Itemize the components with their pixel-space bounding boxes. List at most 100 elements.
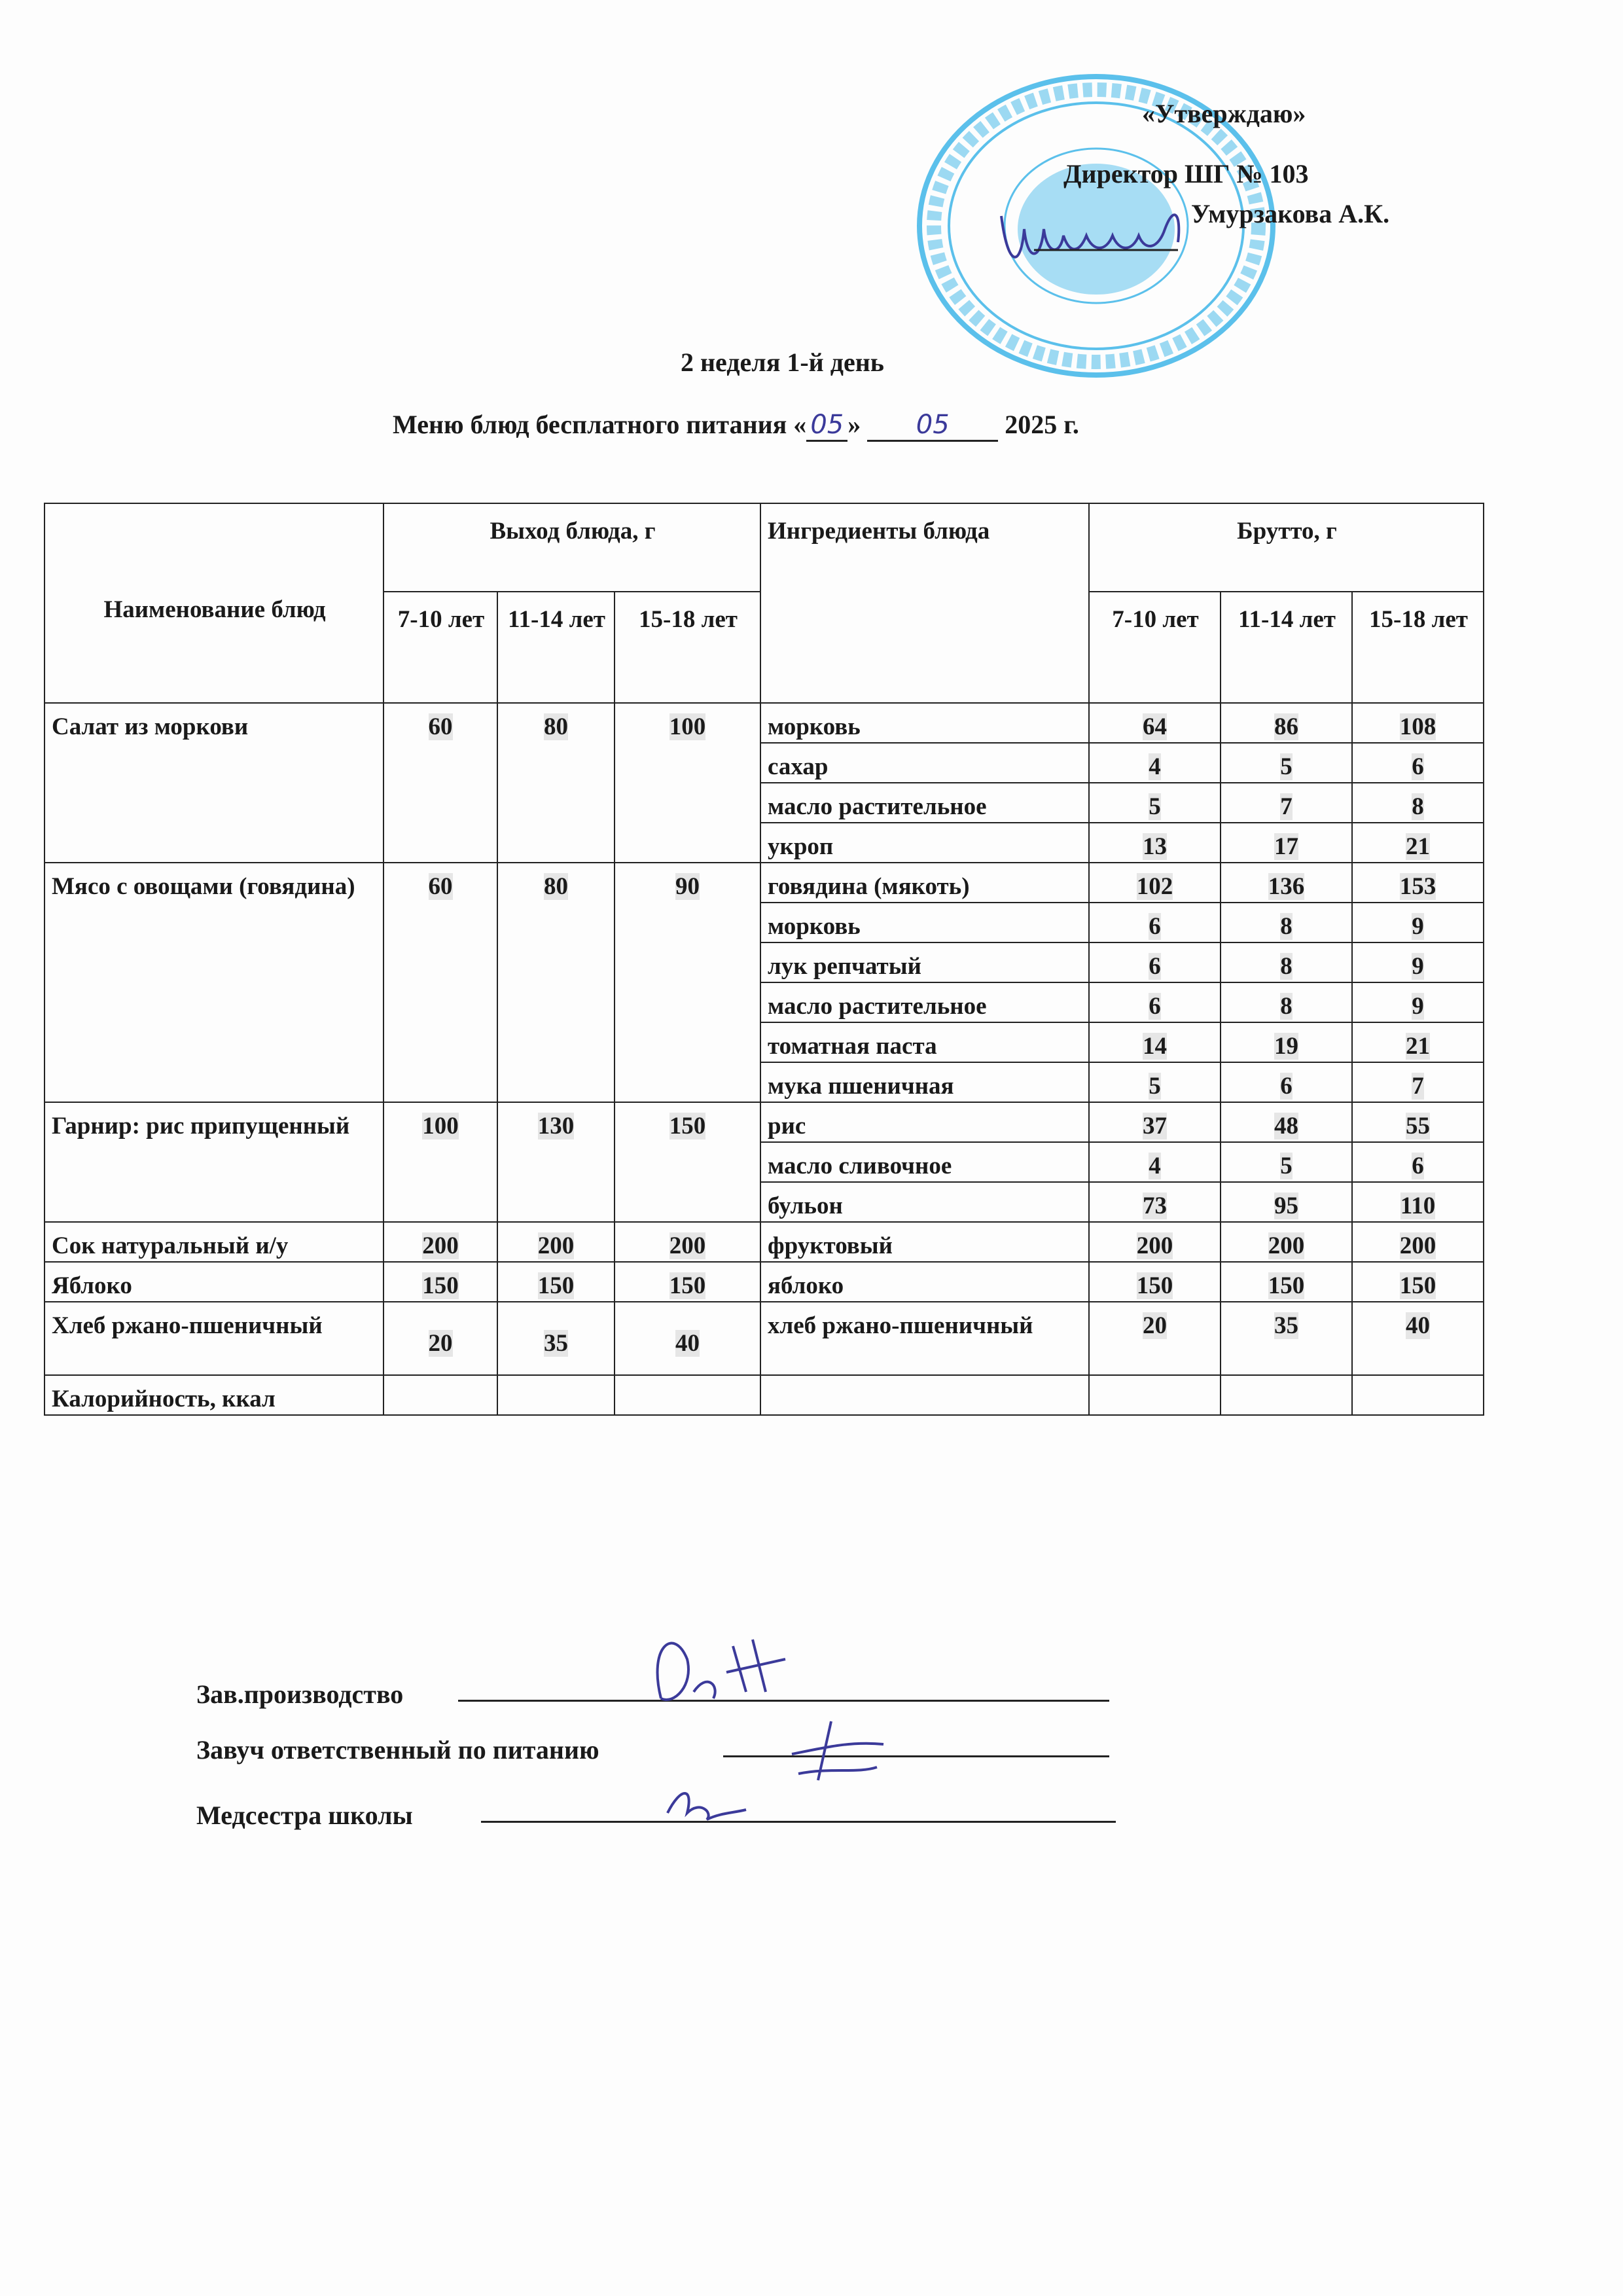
director-name: Умурзакова А.К. <box>1191 199 1390 228</box>
dish-name: Яблоко <box>44 1261 384 1302</box>
ingredient-brutto-value: 95 <box>1274 1193 1298 1219</box>
ingredient-brutto-value: 102 <box>1136 873 1173 900</box>
ingredient-brutto: 136 <box>1220 862 1353 903</box>
menu-day: 05 <box>806 410 848 442</box>
dish-output-value: 150 <box>422 1272 459 1299</box>
ingredient-brutto-value: 14 <box>1143 1033 1167 1060</box>
ingredient-name: морковь <box>760 702 1090 744</box>
ingredient-brutto: 95 <box>1220 1181 1353 1223</box>
ingredient-name: бульон <box>760 1181 1090 1223</box>
ingredient-brutto: 102 <box>1088 862 1221 903</box>
ingredient-brutto-value: 108 <box>1399 713 1436 740</box>
ingredient-brutto-value: 21 <box>1406 1033 1430 1060</box>
header-ingredients: Ингредиенты блюда <box>760 503 1090 704</box>
dish-output: 150 <box>497 1261 615 1302</box>
calories-label: Калорийность, ккал <box>44 1374 384 1416</box>
dish-name: Мясо с овощами (говядина) <box>44 862 384 1103</box>
dish-output-value: 60 <box>428 713 453 740</box>
table-row: масло растительное 6 8 9 <box>45 982 1484 1023</box>
ingredient-brutto-value: 136 <box>1268 873 1305 900</box>
ingredient-name: лук репчатый <box>760 942 1090 983</box>
dish-output: 35 <box>497 1301 615 1376</box>
ingredient-brutto-value: 8 <box>1280 953 1293 980</box>
ingredient-brutto-value: 5 <box>1280 1153 1293 1179</box>
approval-label: «Утверждаю» <box>1142 99 1306 128</box>
ingredient-brutto-value: 9 <box>1412 913 1424 940</box>
dish-output-value: 90 <box>675 873 700 900</box>
ingredient-brutto: 64 <box>1088 702 1221 744</box>
header-output-age-2: 11-14 лет <box>497 591 615 704</box>
ingredient-brutto-value: 19 <box>1274 1033 1298 1060</box>
ingredient-brutto-value: 150 <box>1136 1272 1173 1299</box>
dish-output: 60 <box>383 862 498 1103</box>
ingredient-brutto-value: 73 <box>1143 1193 1167 1219</box>
ingredient-brutto: 19 <box>1220 1022 1353 1063</box>
signature-label: Медсестра школы <box>196 1801 413 1830</box>
ingredient-name: морковь <box>760 902 1090 943</box>
dish-output: 200 <box>383 1221 498 1263</box>
ingredient-brutto: 6 <box>1351 742 1484 783</box>
ingredient-brutto-value: 35 <box>1274 1312 1298 1339</box>
ingredient-brutto: 200 <box>1351 1221 1484 1263</box>
header-brutto: Брутто, г <box>1088 503 1484 592</box>
ingredient-brutto: 6 <box>1220 1062 1353 1103</box>
dish-output-value: 80 <box>544 873 568 900</box>
ingredient-brutto: 8 <box>1351 782 1484 823</box>
ingredient-brutto: 9 <box>1351 942 1484 983</box>
table-row: масло сливочное 4 5 6 <box>45 1141 1484 1183</box>
dish-output-value: 100 <box>422 1113 459 1139</box>
ingredient-brutto: 8 <box>1220 942 1353 983</box>
ingredient-brutto: 55 <box>1351 1102 1484 1143</box>
ingredient-brutto: 150 <box>1220 1261 1353 1302</box>
ingredient-brutto-value: 86 <box>1274 713 1298 740</box>
calories-cell <box>1088 1374 1221 1416</box>
menu-month: 05 <box>867 410 999 442</box>
ingredient-brutto: 6 <box>1088 942 1221 983</box>
ingredient-brutto: 200 <box>1220 1221 1353 1263</box>
dish-output: 20 <box>383 1301 498 1376</box>
ingredient-brutto: 48 <box>1220 1102 1353 1143</box>
ingredient-name: фруктовый <box>760 1221 1090 1263</box>
ingredient-brutto: 200 <box>1088 1221 1221 1263</box>
dish-output-value: 100 <box>669 713 706 740</box>
ingredient-brutto: 7 <box>1351 1062 1484 1103</box>
ingredient-brutto-value: 6 <box>1412 753 1424 780</box>
ingredient-brutto-value: 7 <box>1412 1073 1424 1100</box>
ingredient-brutto: 6 <box>1088 902 1221 943</box>
ingredient-brutto-value: 6 <box>1412 1153 1424 1179</box>
ingredient-brutto: 150 <box>1088 1261 1221 1302</box>
dish-output: 40 <box>614 1301 761 1376</box>
dish-output-value: 150 <box>669 1272 706 1299</box>
handwritten-signature <box>666 1792 747 1821</box>
ingredient-brutto: 8 <box>1220 902 1353 943</box>
table-row: Мясо с овощами (говядина) 60 80 90 говядина … <box>44 862 1484 1103</box>
ingredient-brutto-value: 64 <box>1143 713 1167 740</box>
ingredient-brutto-value: 5 <box>1149 793 1161 820</box>
ingredient-brutto: 8 <box>1220 982 1353 1023</box>
dish-output: 150 <box>614 1261 761 1302</box>
ingredient-brutto-value: 200 <box>1268 1232 1305 1259</box>
calories-cell <box>614 1374 761 1416</box>
ingredient-name: масло сливочное <box>760 1141 1090 1183</box>
menu-title-prefix: Меню блюд бесплатного питания « <box>393 410 807 439</box>
ingredient-name: масло растительное <box>760 982 1090 1023</box>
menu-year: 2025 г. <box>1005 410 1079 439</box>
director-title: Директор ШГ № 103 <box>1063 159 1309 188</box>
ingredient-brutto: 5 <box>1088 782 1221 823</box>
ingredient-brutto: 5 <box>1088 1062 1221 1103</box>
ingredient-brutto: 86 <box>1220 702 1353 744</box>
calories-cell <box>1351 1374 1484 1416</box>
signature-line <box>481 1821 1116 1823</box>
handwritten-signature <box>791 1721 884 1781</box>
ingredient-brutto: 35 <box>1220 1301 1353 1376</box>
official-stamp <box>917 74 1275 378</box>
ingredient-brutto: 4 <box>1088 1141 1221 1183</box>
ingredient-brutto-value: 21 <box>1406 833 1430 860</box>
ingredient-brutto-value: 17 <box>1274 833 1298 860</box>
week-day-label: 2 неделя 1-й день <box>681 348 884 377</box>
ingredient-name: масло растительное <box>760 782 1090 823</box>
ingredient-brutto: 110 <box>1351 1181 1484 1223</box>
dish-output-value: 20 <box>428 1329 453 1357</box>
ingredient-brutto: 5 <box>1220 742 1353 783</box>
ingredient-brutto-value: 48 <box>1274 1113 1298 1139</box>
